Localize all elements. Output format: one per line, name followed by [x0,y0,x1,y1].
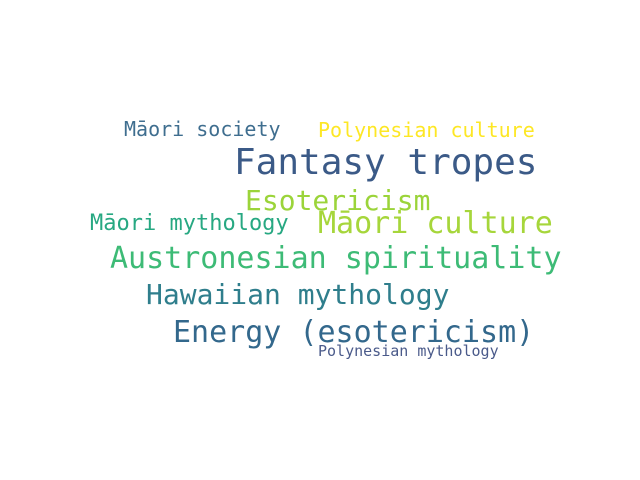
word-hawaiian-mythology: Hawaiian mythology [146,278,450,311]
word-maori-mythology: Māori mythology [90,211,289,236]
word-esotericism: Esotericism [245,184,431,217]
word-polynesian-culture: Polynesian culture [318,118,535,142]
word-fantasy-tropes: Fantasy tropes [234,142,538,183]
word-energy-esotericism: Energy (esotericism) [173,315,535,350]
word-maori-society: Māori society [124,117,281,141]
word-maori-culture: Māori culture [318,206,553,241]
word-polynesian-mythology: Polynesian mythology [318,342,499,360]
word-austronesian-spirituality: Austronesian spirituality [110,241,562,276]
